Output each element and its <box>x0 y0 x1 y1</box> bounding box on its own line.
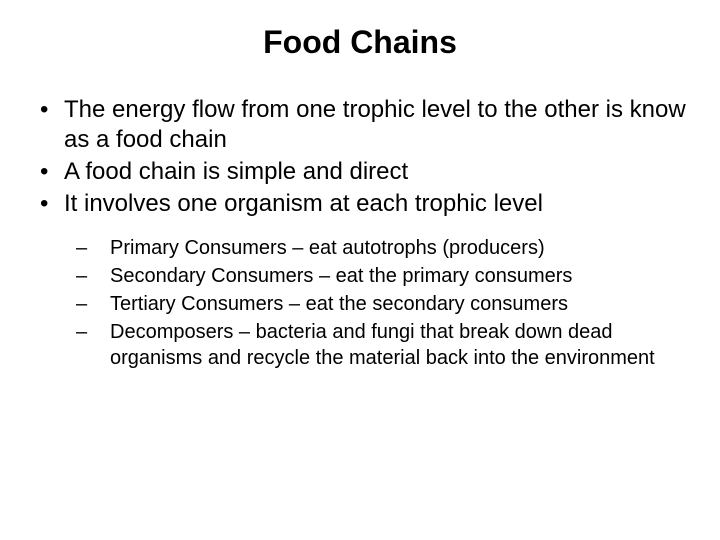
bullet-item: • A food chain is simple and direct <box>30 157 690 187</box>
dash-symbol: – <box>76 235 110 261</box>
bullet-symbol: • <box>30 189 64 219</box>
bullet-item: • It involves one organism at each troph… <box>30 189 690 219</box>
sub-bullet-text: Decomposers – bacteria and fungi that br… <box>110 319 690 371</box>
sub-bullet-text: Secondary Consumers – eat the primary co… <box>110 263 690 289</box>
dash-symbol: – <box>76 291 110 317</box>
sub-bullet-item: – Primary Consumers – eat autotrophs (pr… <box>30 235 690 261</box>
sub-bullet-list: – Primary Consumers – eat autotrophs (pr… <box>30 235 690 371</box>
dash-symbol: – <box>76 319 110 345</box>
bullet-symbol: • <box>30 95 64 125</box>
sub-bullet-item: – Tertiary Consumers – eat the secondary… <box>30 291 690 317</box>
bullet-text: It involves one organism at each trophic… <box>64 189 690 219</box>
bullet-list: • The energy flow from one trophic level… <box>30 95 690 219</box>
sub-bullet-text: Primary Consumers – eat autotrophs (prod… <box>110 235 690 261</box>
slide-title: Food Chains <box>30 24 690 61</box>
bullet-item: • The energy flow from one trophic level… <box>30 95 690 155</box>
bullet-symbol: • <box>30 157 64 187</box>
sub-bullet-item: – Secondary Consumers – eat the primary … <box>30 263 690 289</box>
bullet-text: The energy flow from one trophic level t… <box>64 95 690 155</box>
dash-symbol: – <box>76 263 110 289</box>
bullet-text: A food chain is simple and direct <box>64 157 690 187</box>
sub-bullet-item: – Decomposers – bacteria and fungi that … <box>30 319 690 371</box>
sub-bullet-text: Tertiary Consumers – eat the secondary c… <box>110 291 690 317</box>
